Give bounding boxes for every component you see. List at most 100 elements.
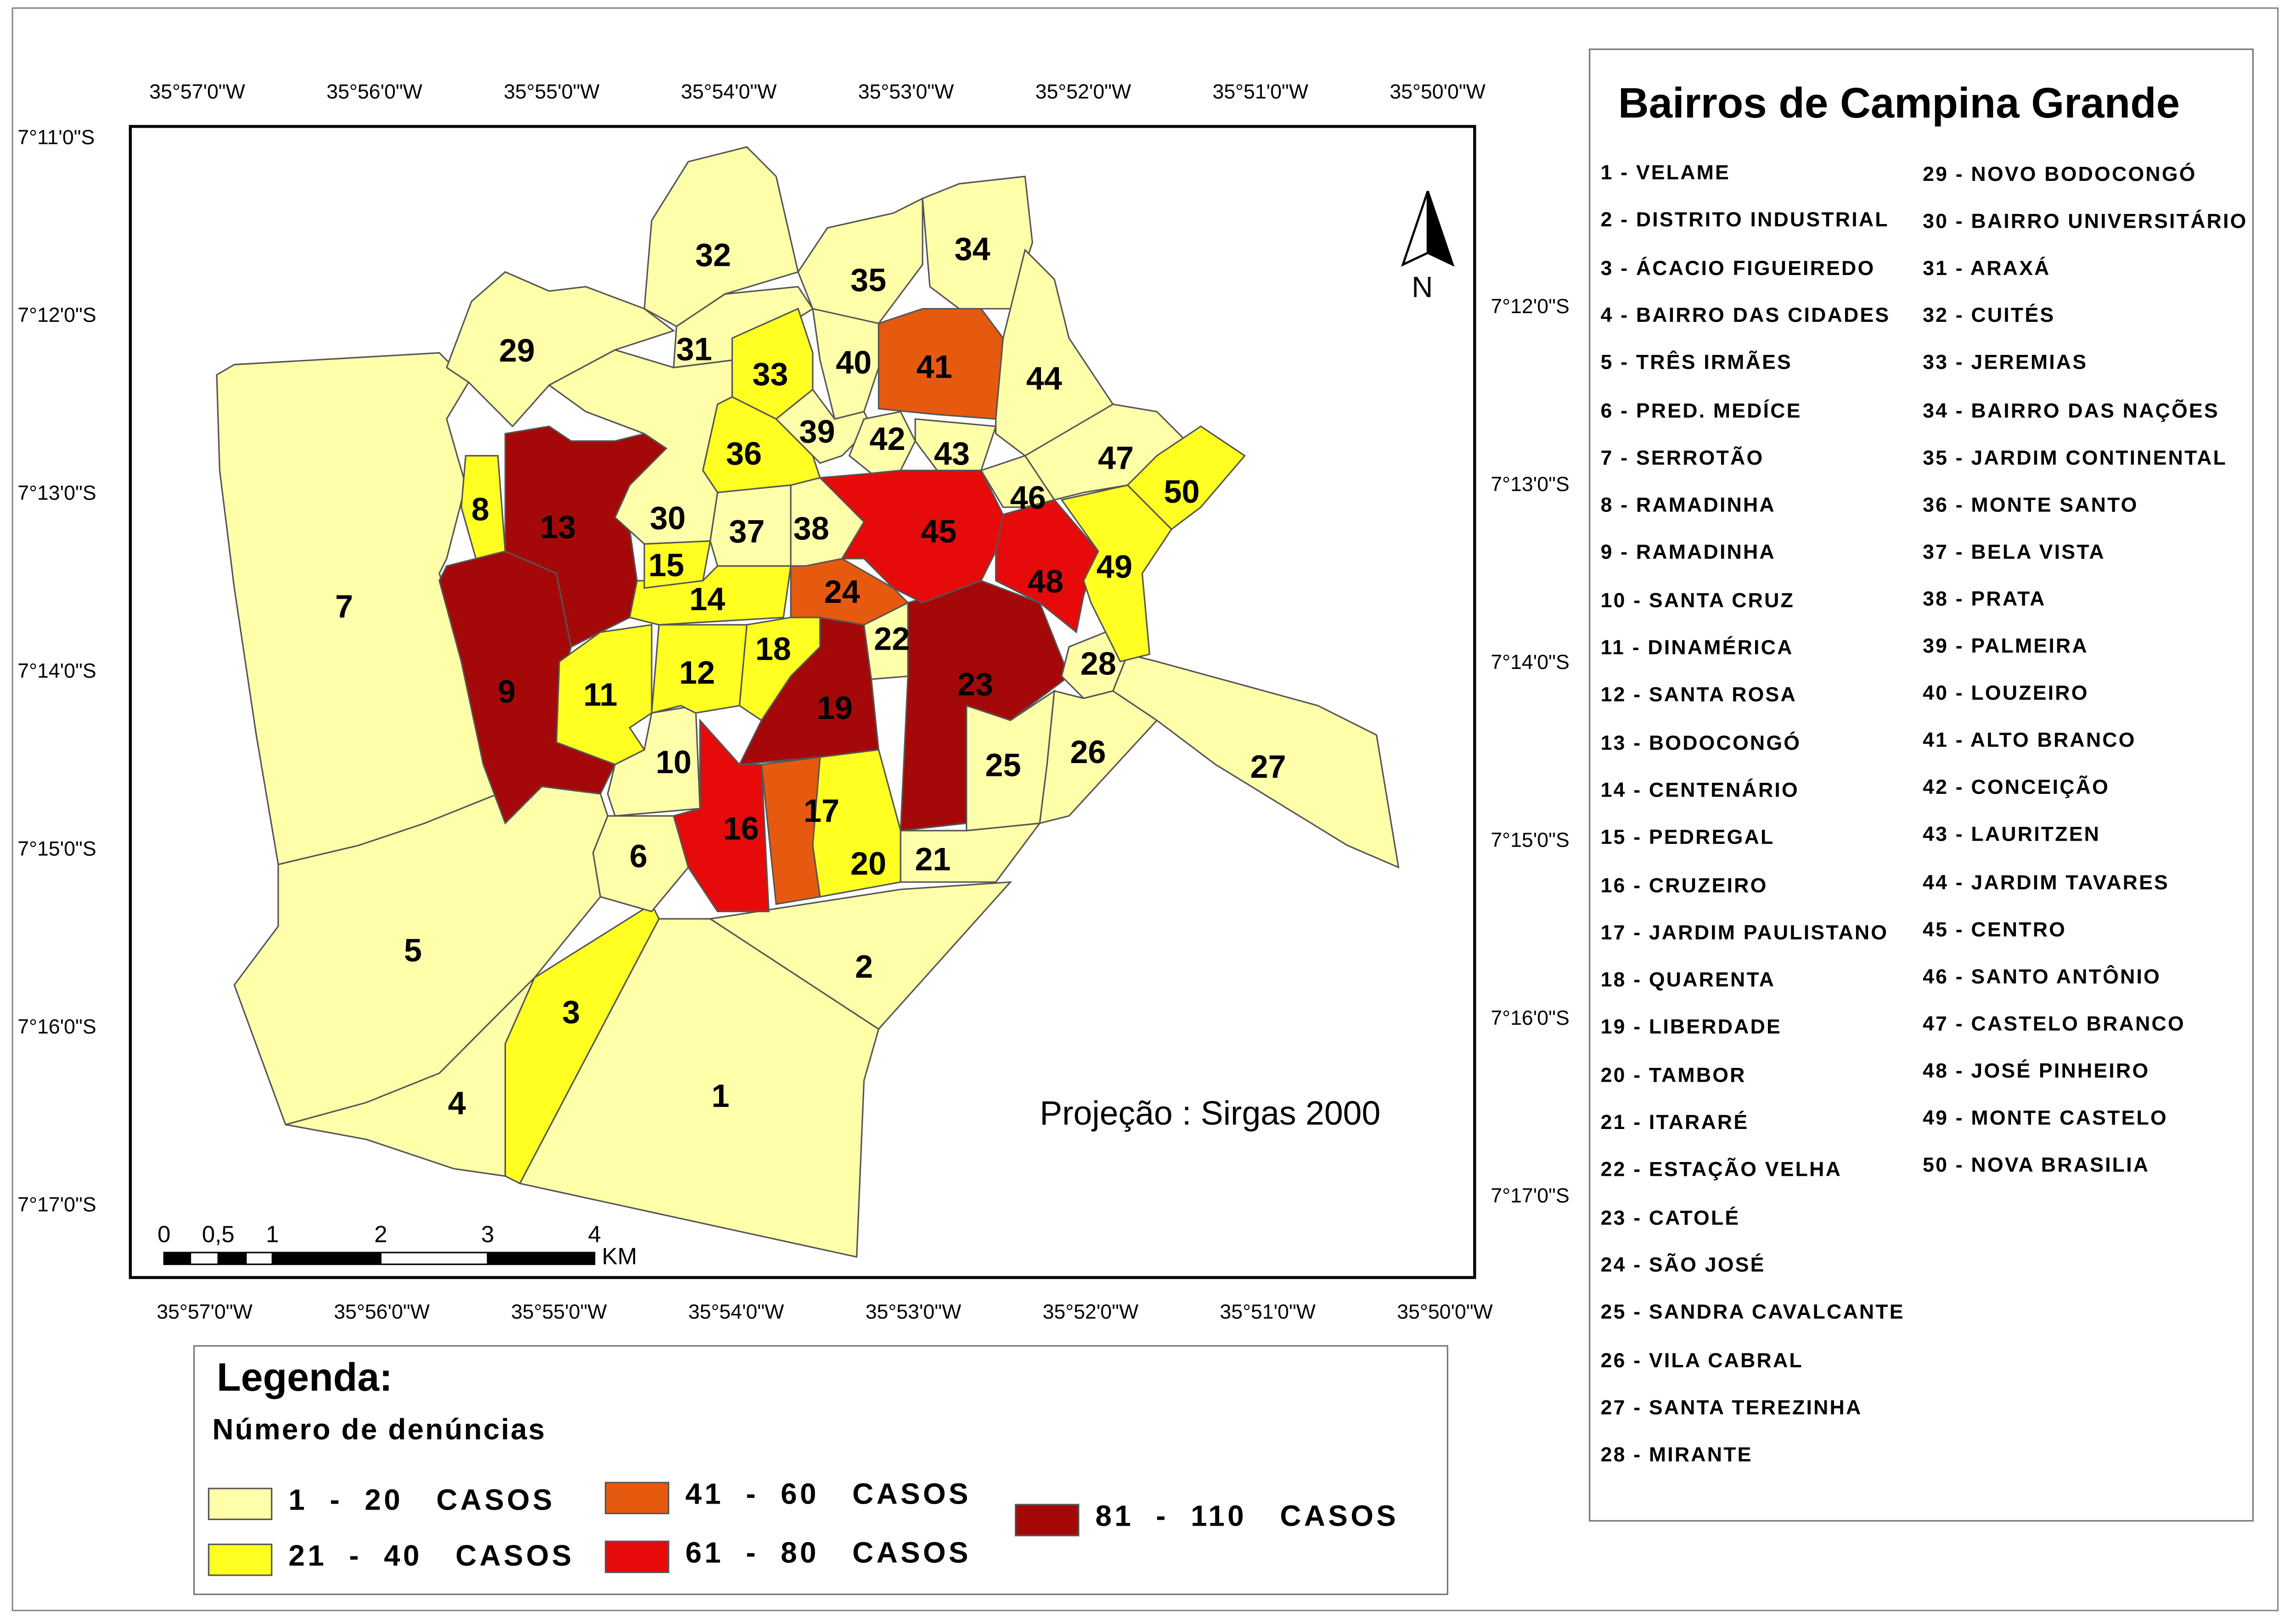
scale-label: 0 (158, 1221, 170, 1247)
neighborhood-label: 37 (729, 513, 765, 549)
legend-subtitle: Número de denúncias (212, 1414, 546, 1447)
projection-label: Projeção : Sirgas 2000 (1040, 1094, 1381, 1132)
legend-title: Legenda: (216, 1355, 393, 1400)
neighborhood-label: 17 (804, 792, 839, 829)
lon-label-bottom: 35°50'0"W (1397, 1299, 1493, 1323)
neighborhood-29 (445, 271, 675, 427)
neighborhood-label: 18 (755, 631, 791, 667)
lat-label-right: 7°15'0"S (1491, 827, 1570, 851)
neighborhood-label: 2 (855, 948, 873, 984)
neighborhood-label: 35 (850, 262, 886, 298)
neighborhood-2 (708, 881, 1013, 1030)
neighborhood-label: 3 (562, 994, 580, 1030)
neighborhood-list-item: 40 - LOUZEIRO (1923, 680, 2089, 705)
neighborhood-label: 13 (540, 509, 576, 545)
scale-unit: KM (602, 1243, 637, 1269)
neighborhood-24 (790, 558, 909, 626)
lat-label-right: 7°16'0"S (1491, 1005, 1570, 1029)
neighborhood-list-item: 9 - RAMADINHA (1600, 540, 1776, 564)
legend-label: 41 - 60 CASOS (685, 1479, 971, 1511)
neighborhood-list-item: 17 - JARDIM PAULISTANO (1600, 920, 1889, 944)
map-frame (129, 125, 1476, 1279)
lon-label-bottom: 35°54'0"W (688, 1299, 784, 1323)
neighborhood-label: 23 (957, 666, 993, 702)
neighborhood-label: 45 (921, 513, 957, 549)
neighborhood-list-item: 47 - CASTELO BRANCO (1923, 1011, 2185, 1035)
neighborhood-list-item: 1 - VELAME (1600, 160, 1731, 184)
neighborhood-list-item: 36 - MONTE SANTO (1923, 492, 2138, 516)
neighborhood-label: 33 (752, 356, 788, 392)
neighborhood-label: 25 (985, 747, 1021, 783)
neighborhood-list-item: 14 - CENTENÁRIO (1600, 777, 1799, 801)
lat-label-left: 7°14'0"S (17, 658, 96, 682)
neighborhood-label: 6 (630, 838, 647, 874)
neighborhood-list-item: 48 - JOSÉ PINHEIRO (1923, 1058, 2150, 1082)
neighborhood-list-item: 49 - MONTE CASTELO (1923, 1105, 2168, 1129)
neighborhood-list-item: 2 - DISTRITO INDUSTRIAL (1600, 208, 1889, 231)
neighborhood-21 (900, 822, 1041, 883)
scale-segment (487, 1252, 596, 1265)
neighborhood-label: 16 (723, 810, 759, 846)
outer-border (11, 7, 2279, 1612)
scale-segment (163, 1252, 191, 1265)
lat-label-left: 7°16'0"S (17, 1014, 96, 1038)
lon-label-top: 35°55'0"W (504, 79, 600, 103)
legend-label: 81 - 110 CASOS (1095, 1501, 1399, 1533)
scale-label: 0,5 (202, 1221, 235, 1247)
lat-label-right: 7°12'0"S (1491, 294, 1570, 318)
legend-label: 1 - 20 CASOS (288, 1485, 555, 1517)
lon-label-top: 35°51'0"W (1212, 79, 1309, 103)
neighborhood-label: 28 (1080, 646, 1116, 682)
neighborhood-list-item: 19 - LIBERDADE (1600, 1015, 1782, 1039)
neighborhood-48 (995, 499, 1099, 634)
neighborhood-list-item: 25 - SANDRA CAVALCANTE (1600, 1300, 1905, 1324)
neighborhood-list-item: 37 - BELA VISTA (1923, 539, 2105, 563)
scale-bar: 0 0,5 1 2 3 4KM (158, 1221, 637, 1269)
neighborhood-label: 49 (1097, 548, 1132, 584)
neighborhood-list-item: 43 - LAURITZEN (1923, 822, 2101, 846)
neighborhood-50 (1126, 425, 1246, 530)
neighborhood-list-item: 24 - SÃO JOSÉ (1600, 1252, 1766, 1276)
north-label: N (1412, 272, 1433, 304)
neighborhood-label: 29 (499, 332, 535, 369)
neighborhood-label: 40 (836, 344, 872, 380)
list-title: Bairros de Campina Grande (1618, 81, 2180, 128)
neighborhood-label: 4 (448, 1085, 466, 1121)
legend-swatch (605, 1540, 670, 1573)
lat-label-right: 7°17'0"S (1491, 1183, 1570, 1207)
neighborhood-label: 31 (676, 331, 712, 367)
lon-label-top: 35°54'0"W (681, 79, 777, 103)
scale-label: 1 (266, 1221, 279, 1247)
neighborhood-label: 10 (656, 744, 692, 780)
lon-label-bottom: 35°55'0"W (511, 1299, 607, 1323)
neighborhood-list-item: 29 - NOVO BODOCONGÓ (1923, 162, 2197, 185)
neighborhood-label: 20 (850, 845, 886, 882)
neighborhood-label: 43 (934, 435, 970, 472)
neighborhood-list-item: 33 - JEREMIAS (1923, 350, 2088, 374)
neighborhood-list-item: 45 - CENTRO (1923, 916, 2067, 940)
neighborhood-label: 12 (679, 654, 715, 691)
neighborhood-label: 44 (1026, 360, 1062, 396)
neighborhood-list-item: 26 - VILA CABRAL (1600, 1347, 1803, 1371)
neighborhood-list-item: 6 - PRED. MEDÍCE (1600, 398, 1802, 421)
neighborhood-label: 34 (954, 231, 990, 267)
lat-label-left: 7°17'0"S (17, 1192, 96, 1216)
neighborhood-list-item: 32 - CUITÉS (1923, 303, 2055, 327)
neighborhood-label: 5 (404, 932, 422, 968)
neighborhood-label: 46 (1010, 479, 1046, 516)
neighborhood-label: 11 (583, 676, 617, 713)
neighborhood-27 (1112, 653, 1400, 869)
neighborhood-list-item: 42 - CONCEIÇÃO (1923, 775, 2110, 799)
neighborhood-list-item: 18 - QUARENTA (1600, 967, 1776, 991)
neighborhood-list-item: 8 - RAMADINHA (1600, 492, 1776, 517)
neighborhood-list-item: 15 - PEDREGAL (1600, 825, 1775, 849)
neighborhood-label: 24 (824, 573, 860, 610)
neighborhood-label: 22 (874, 620, 910, 657)
neighborhood-list-item: 30 - BAIRRO UNIVERSITÁRIO (1923, 208, 2248, 233)
neighborhood-polygons (216, 146, 1400, 1258)
lon-label-bottom: 35°51'0"W (1220, 1299, 1316, 1323)
neighborhood-label: 19 (817, 690, 853, 726)
neighborhood-37 (709, 484, 792, 567)
scale-segment (380, 1252, 489, 1265)
